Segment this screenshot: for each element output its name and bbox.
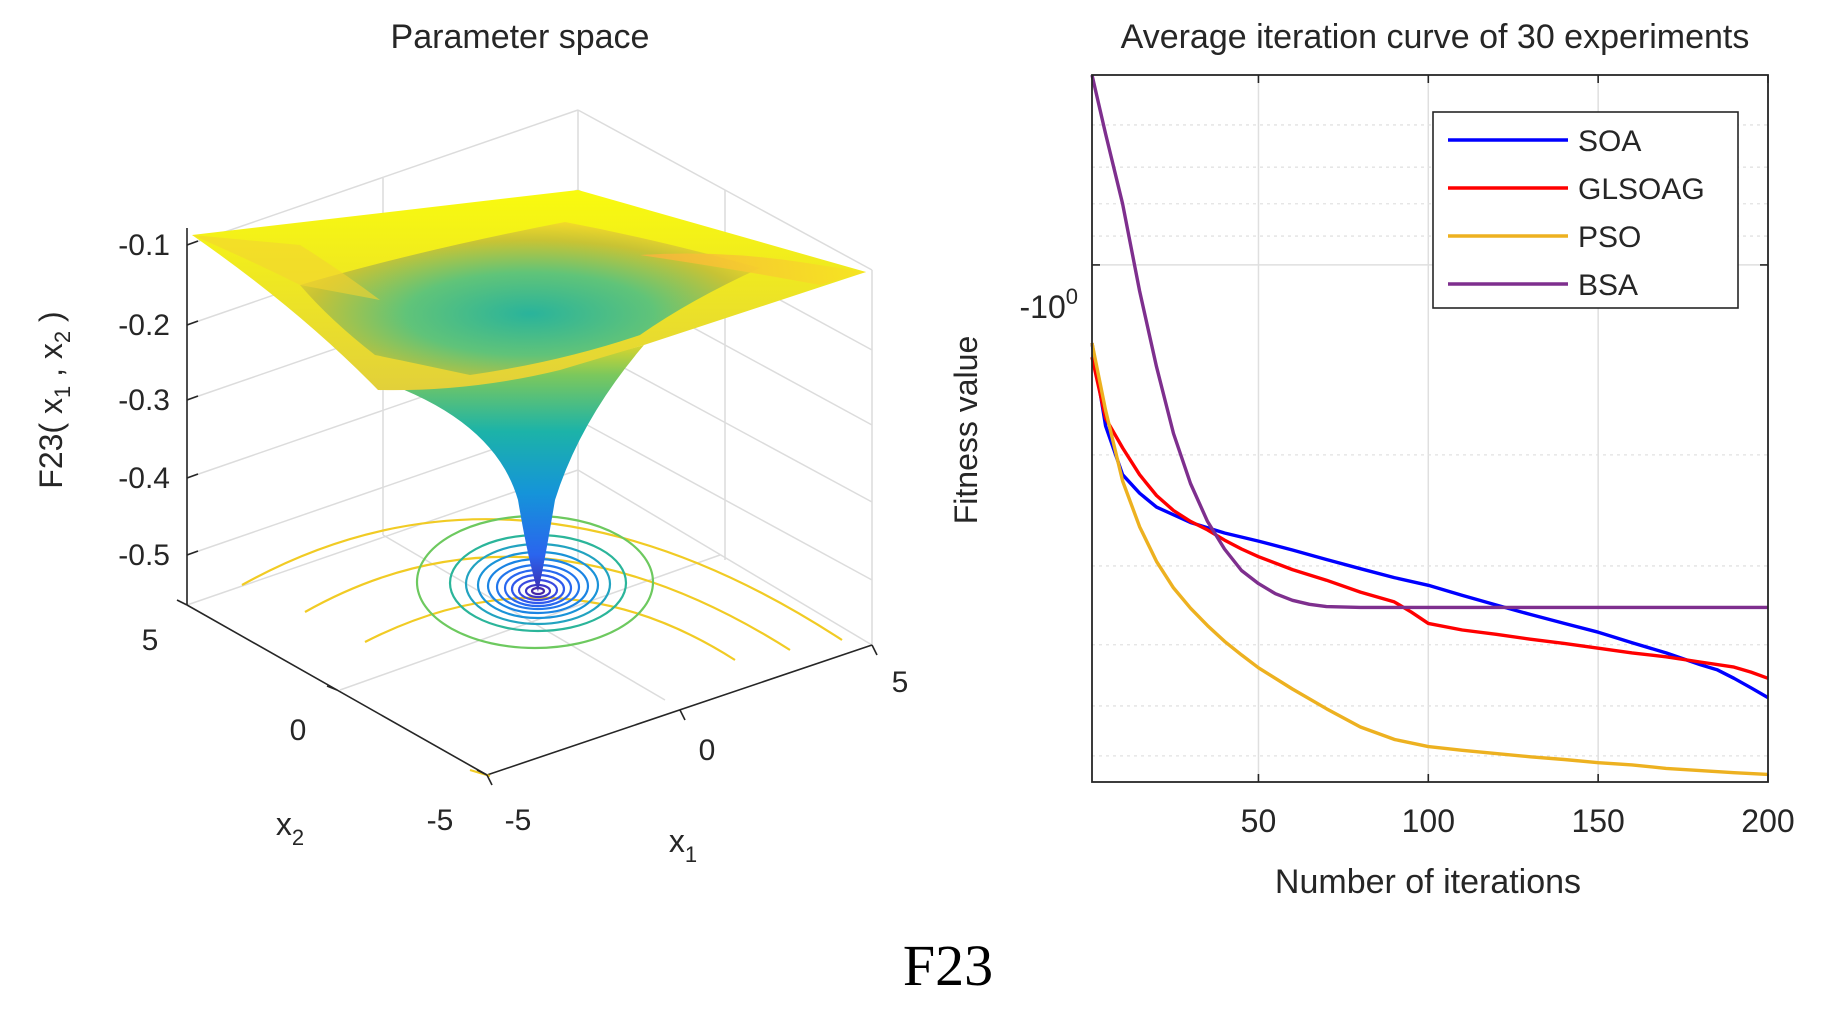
x2-label-sub: 2 — [292, 825, 304, 850]
z-label-sub1: 1 — [50, 386, 75, 398]
legend-items: SOA GLSOAG PSO BSA — [1448, 125, 1705, 302]
series-line-pso — [1090, 342, 1769, 777]
x2-tick-label: -5 — [427, 804, 454, 837]
series-line-soa — [1090, 342, 1769, 700]
x1-axis-label: x1 — [669, 823, 697, 867]
z-ticks — [186, 240, 199, 556]
legend-label-soa: SOA — [1578, 125, 1641, 158]
series-line-bsa — [1090, 74, 1768, 610]
legend-label-bsa: BSA — [1578, 269, 1638, 302]
x-tick-label: 200 — [1741, 803, 1794, 839]
x1-tick-label: 5 — [892, 666, 909, 699]
z-tick-label: -0.1 — [118, 229, 170, 262]
x2-label-main: x — [276, 806, 292, 842]
x2-tick-label: 0 — [290, 714, 307, 747]
x1-tick-label: -5 — [505, 804, 532, 837]
z-tick-label: -0.2 — [118, 309, 170, 342]
legend-label-glsoag: GLSOAG — [1578, 173, 1705, 206]
x-tick-label: 150 — [1571, 803, 1624, 839]
floor-ticks — [176, 599, 878, 786]
surface-corner-shade-left — [192, 235, 380, 300]
surface-funnel — [378, 345, 644, 592]
surface-panel: Parameter space — [33, 18, 908, 867]
y-tick-main: -10 — [1020, 289, 1066, 325]
series-line-glsoag — [1090, 356, 1769, 680]
convergence-title: Average iteration curve of 30 experiment… — [1121, 18, 1750, 56]
x2-axis-label: x2 — [276, 806, 304, 850]
legend: SOA GLSOAG PSO BSA — [1432, 111, 1739, 309]
y-tick-sup: 0 — [1066, 284, 1078, 309]
surface-title: Parameter space — [391, 18, 650, 56]
x-tick-label: 100 — [1402, 803, 1455, 839]
z-axis-label: F23( x1 , x2 ) — [33, 311, 75, 488]
x2-tick-label: 5 — [142, 624, 159, 657]
legend-label-pso: PSO — [1578, 221, 1641, 254]
x-tick-label: 50 — [1241, 803, 1277, 839]
y-axis-label: Fitness value — [948, 336, 984, 525]
surface-corner-shade — [640, 253, 866, 285]
x-axis-label: Number of iterations — [1275, 863, 1581, 901]
legend-box — [1432, 111, 1739, 309]
x1-tick-label: 0 — [699, 734, 716, 767]
convergence-panel: Average iteration curve of 30 experiment… — [948, 18, 1795, 901]
y-tick-label: -100 — [1020, 284, 1079, 325]
z-label-mid: , x — [33, 343, 69, 386]
z-label-sub2: 2 — [50, 331, 75, 343]
plot-frame — [1091, 74, 1769, 783]
z-label-suffix: ) — [33, 311, 69, 331]
figure-caption: F23 — [903, 933, 993, 998]
z-tick-label: -0.4 — [118, 462, 170, 495]
z-label-prefix: F23( x — [33, 398, 69, 489]
x1-label-sub: 1 — [685, 842, 697, 867]
z-tick-label: -0.5 — [118, 539, 170, 572]
svg-text:F23( x1 , x2 ): F23( x1 , x2 ) — [33, 311, 75, 488]
z-tick-label: -0.3 — [118, 384, 170, 417]
x1-label-main: x — [669, 823, 685, 859]
surface-bowl — [300, 222, 760, 375]
